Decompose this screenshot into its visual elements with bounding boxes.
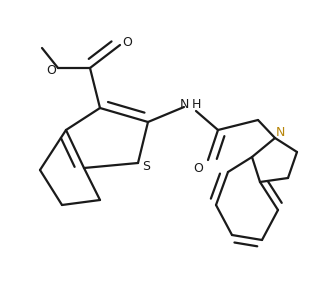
Text: N: N	[179, 98, 189, 111]
Text: O: O	[46, 63, 56, 77]
Text: O: O	[122, 37, 132, 50]
Text: O: O	[193, 162, 203, 175]
Text: S: S	[142, 160, 150, 173]
Text: N: N	[275, 126, 285, 139]
Text: H: H	[191, 98, 201, 111]
